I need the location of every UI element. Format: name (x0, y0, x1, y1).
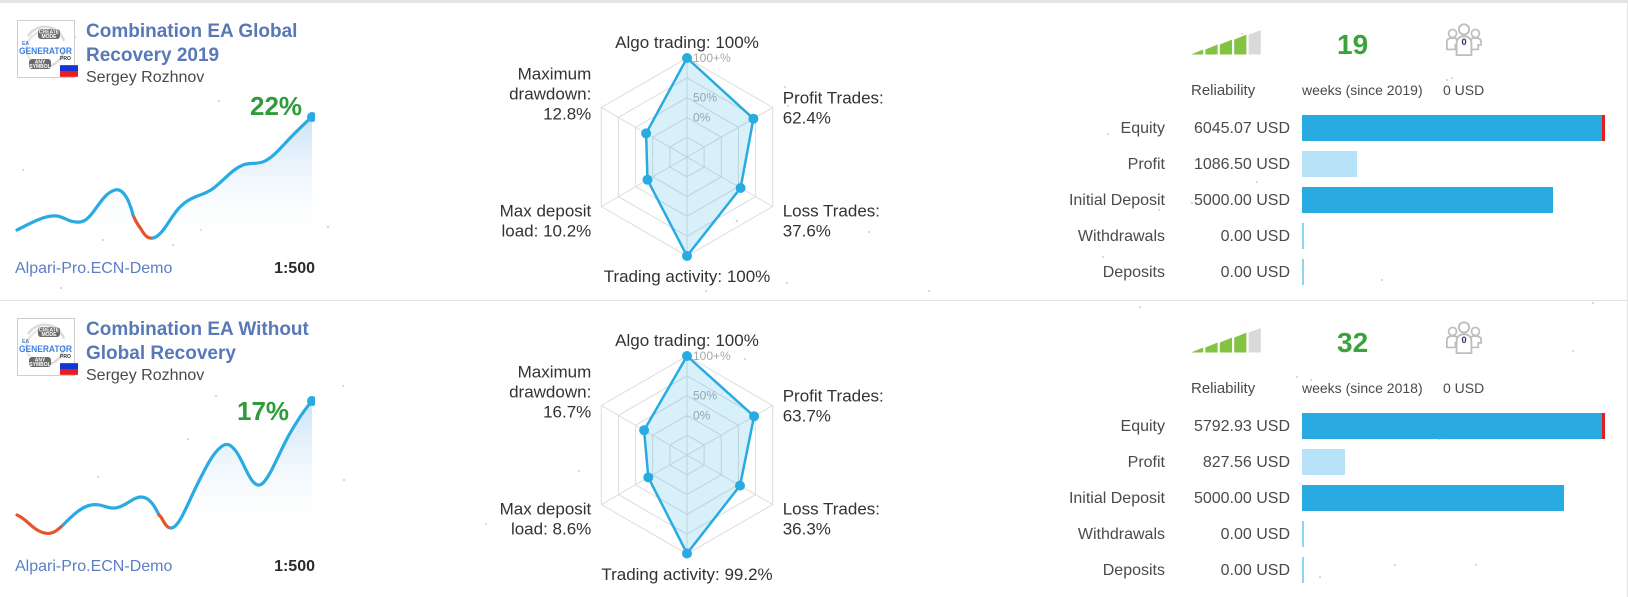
svg-text:SYMBOL: SYMBOL (29, 64, 50, 70)
svg-text:0: 0 (1461, 335, 1466, 345)
svg-text:MODE: MODE (42, 34, 58, 40)
svg-text:PRO: PRO (60, 56, 71, 62)
svg-text:Loss Trades:: Loss Trades: (783, 202, 880, 221)
svg-text:Profit Trades:: Profit Trades: (783, 387, 884, 406)
svg-text:100+%: 100+% (693, 349, 731, 363)
svg-text:100+%: 100+% (693, 51, 731, 65)
svg-text:drawdown:: drawdown: (509, 85, 591, 104)
svg-text:12.8%: 12.8% (543, 105, 591, 124)
svg-text:0: 0 (1461, 37, 1466, 47)
svg-text:load: 8.6%: load: 8.6% (511, 520, 591, 539)
svg-text:SYMBOL: SYMBOL (29, 362, 50, 368)
svg-text:MODE: MODE (42, 332, 58, 338)
svg-text:16.7%: 16.7% (543, 403, 591, 422)
svg-text:Loss Trades:: Loss Trades: (783, 500, 880, 519)
svg-text:36.3%: 36.3% (783, 520, 831, 539)
svg-text:drawdown:: drawdown: (509, 383, 591, 402)
svg-text:Algo trading: 100%: Algo trading: 100% (615, 331, 759, 350)
svg-text:Maximum: Maximum (518, 65, 592, 84)
svg-text:Algo trading: 100%: Algo trading: 100% (615, 33, 759, 52)
svg-text:Trading activity: 100%: Trading activity: 100% (604, 267, 771, 286)
svg-text:load: 10.2%: load: 10.2% (502, 222, 592, 241)
svg-text:63.7%: 63.7% (783, 407, 831, 426)
svg-text:Max deposit: Max deposit (500, 202, 592, 221)
svg-text:37.6%: 37.6% (783, 222, 831, 241)
svg-text:PRO: PRO (60, 354, 71, 360)
svg-text:Trading activity: 99.2%: Trading activity: 99.2% (601, 565, 772, 584)
svg-text:Profit Trades:: Profit Trades: (783, 89, 884, 108)
svg-text:62.4%: 62.4% (783, 109, 831, 128)
svg-text:Max deposit: Max deposit (500, 500, 592, 519)
svg-text:Maximum: Maximum (518, 363, 592, 382)
